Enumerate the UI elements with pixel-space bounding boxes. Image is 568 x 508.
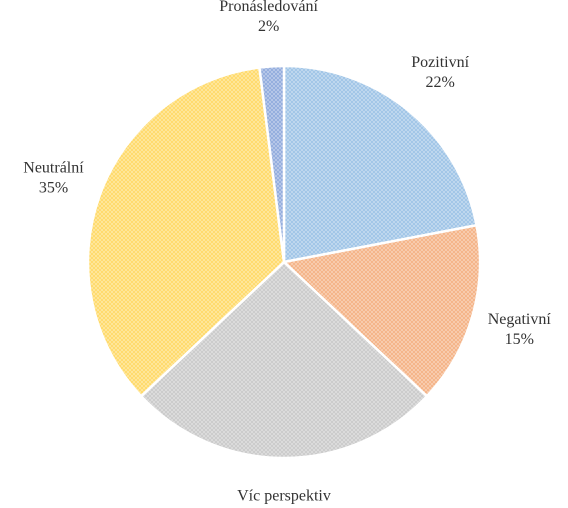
slice-label: Víc perspektiv bbox=[237, 488, 331, 505]
pie-slice bbox=[139, 260, 429, 460]
pie-slice bbox=[258, 64, 286, 263]
slice-label: Pozitivní bbox=[411, 54, 469, 71]
pie-slice bbox=[282, 64, 478, 264]
slice-label: Neutrální bbox=[23, 160, 84, 177]
slice-value: 2% bbox=[258, 18, 279, 35]
pie-slice bbox=[86, 66, 286, 398]
slice-value: 15% bbox=[505, 331, 534, 348]
slice-value: 22% bbox=[426, 74, 455, 91]
slice-label: Pronásledování bbox=[219, 0, 318, 15]
pie-slice bbox=[281, 223, 482, 398]
slice-label: Negativní bbox=[488, 311, 552, 328]
slice-value: 35% bbox=[39, 180, 68, 197]
